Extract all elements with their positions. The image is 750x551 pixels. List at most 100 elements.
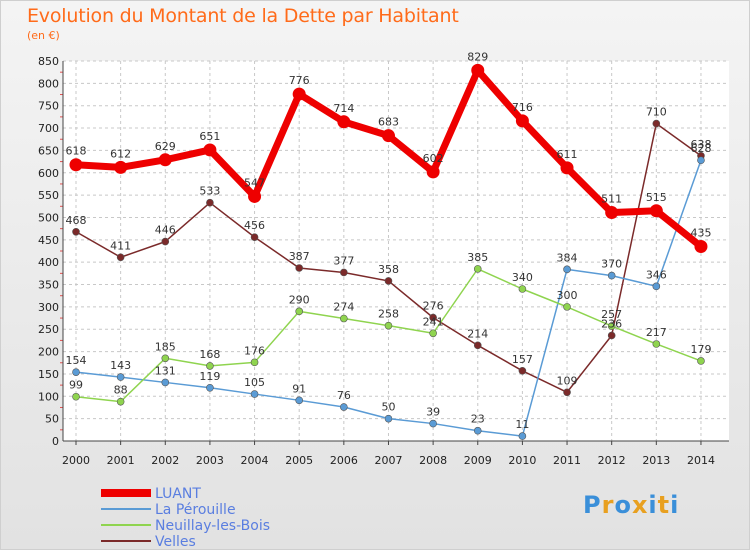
series-point	[116, 373, 125, 381]
y-tick-label: 250	[38, 323, 59, 336]
data-label: 435	[690, 227, 711, 240]
logo-letter: o	[614, 491, 632, 519]
data-label: 131	[155, 364, 176, 377]
data-label: 515	[646, 191, 667, 204]
data-label: 236	[601, 317, 622, 330]
x-tick-label: 2009	[464, 454, 492, 467]
data-label: 468	[66, 214, 87, 227]
series-point	[652, 340, 661, 348]
data-label: 168	[199, 348, 220, 361]
data-label: 446	[155, 224, 176, 237]
series-point	[72, 368, 80, 376]
data-label: 377	[333, 254, 354, 267]
logo-letter: x	[631, 491, 649, 519]
data-label: 290	[289, 293, 310, 306]
series-point	[295, 264, 304, 272]
series-point	[337, 115, 351, 129]
series-point	[429, 419, 437, 428]
data-label: 185	[155, 340, 176, 353]
data-label: 50	[381, 401, 395, 414]
y-tick-label: 400	[38, 256, 59, 269]
x-tick-label: 2005	[285, 454, 313, 467]
data-label: 23	[471, 413, 485, 426]
series-point	[116, 397, 125, 406]
series-point	[161, 237, 170, 246]
series-point	[652, 119, 661, 128]
series-point	[295, 396, 304, 405]
data-label: 300	[557, 289, 578, 302]
data-label: 346	[646, 268, 667, 281]
x-tick-label: 2010	[508, 454, 536, 467]
series-point	[206, 383, 214, 392]
series-point	[161, 354, 170, 363]
data-label: 716	[512, 101, 533, 114]
legend-label: La Pérouille	[155, 502, 236, 518]
data-label: 411	[110, 239, 131, 252]
series-point	[203, 143, 217, 157]
series-point	[340, 314, 348, 323]
series-point	[250, 233, 259, 241]
y-tick-label: 550	[38, 189, 59, 202]
legend-label: LUANT	[155, 486, 201, 502]
data-label: 612	[110, 147, 131, 160]
series-point	[384, 414, 393, 423]
series-point	[384, 321, 393, 330]
series-point	[563, 388, 571, 397]
series-point	[250, 390, 259, 398]
data-label: 91	[292, 382, 306, 395]
data-label: 387	[289, 250, 310, 263]
y-tick-label: 50	[45, 413, 59, 426]
data-label: 829	[467, 50, 488, 63]
x-tick-label: 2007	[374, 454, 402, 467]
y-tick-label: 500	[38, 211, 59, 224]
data-label: 651	[199, 130, 220, 143]
data-label: 99	[69, 379, 83, 392]
series-point	[652, 282, 661, 291]
y-tick-label: 200	[38, 346, 59, 359]
logo-letter: i	[648, 491, 658, 519]
series-point	[429, 313, 437, 322]
series-point	[161, 378, 170, 387]
series-point	[473, 426, 482, 435]
data-label: 456	[244, 219, 265, 232]
series-point	[114, 160, 128, 174]
legend-label: Velles	[155, 534, 196, 550]
series-point	[649, 204, 663, 218]
data-label: 629	[155, 140, 176, 153]
legend-label: Neuillay-les-Bois	[155, 518, 270, 534]
x-tick-label: 2003	[196, 454, 224, 467]
series-point	[384, 277, 393, 285]
data-label: 628	[690, 142, 711, 155]
x-tick-label: 2000	[62, 454, 90, 467]
data-label: 385	[467, 251, 488, 264]
y-tick-label: 600	[38, 167, 59, 180]
x-tick-label: 2002	[151, 454, 179, 467]
series-point	[250, 358, 259, 367]
series-point	[292, 87, 306, 101]
data-label: 384	[557, 251, 578, 264]
data-label: 214	[467, 327, 488, 340]
series-point	[340, 268, 348, 277]
data-label: 176	[244, 344, 265, 357]
logo-letter: r	[601, 491, 615, 519]
y-tick-label: 650	[38, 144, 59, 157]
series-point	[560, 161, 574, 175]
y-tick-label: 0	[52, 435, 59, 448]
x-tick-label: 2004	[241, 454, 269, 467]
y-tick-label: 750	[38, 100, 59, 113]
y-tick-label: 350	[38, 279, 59, 292]
series-point	[607, 271, 616, 280]
series-point	[563, 265, 571, 274]
data-label: 533	[199, 185, 220, 198]
data-label: 11	[515, 418, 529, 431]
data-label: 618	[66, 145, 87, 158]
logo-letter: P	[583, 491, 602, 519]
series-point	[69, 158, 83, 172]
x-tick-label: 2001	[107, 454, 135, 467]
series-point	[429, 329, 437, 338]
data-label: 76	[337, 389, 351, 402]
y-tick-label: 300	[38, 301, 59, 314]
series-point	[607, 322, 616, 330]
proxiti-logo: Proxiti	[583, 491, 679, 519]
